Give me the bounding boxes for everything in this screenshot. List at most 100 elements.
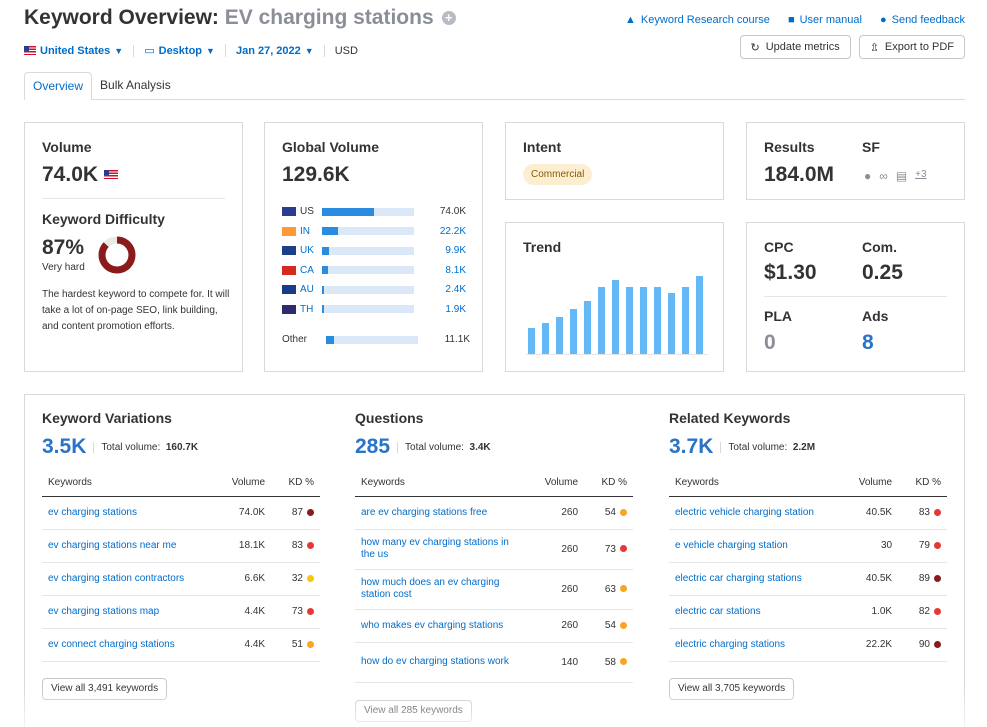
panel-total: Total volume: 160.7K xyxy=(93,441,198,453)
country-code[interactable]: AU xyxy=(300,284,314,296)
trend-bar xyxy=(668,293,675,354)
kd-dot-icon xyxy=(307,607,314,615)
view-all-button[interactable]: View all 3,705 keywords xyxy=(669,678,795,700)
table-row: ev charging station contractors 6.6K 32 xyxy=(42,562,320,596)
results-title: Results xyxy=(764,139,815,155)
tab-bulk-analysis[interactable]: Bulk Analysis xyxy=(100,78,171,92)
kd-dot-icon xyxy=(620,621,627,629)
divider xyxy=(764,296,947,297)
keyword-volume: 40.5K xyxy=(839,496,899,530)
ads-label: Ads xyxy=(862,308,889,324)
country-select[interactable]: United States ▼ xyxy=(24,44,135,57)
country-volume[interactable]: 2.4K xyxy=(445,284,466,296)
kd-dot-icon xyxy=(934,607,941,615)
send-feedback-link[interactable]: ● Send feedback xyxy=(880,14,965,26)
pla-value: 0 xyxy=(764,331,776,354)
col-volume: Volume xyxy=(212,470,272,497)
currency-label: USD xyxy=(335,45,368,57)
chevron-down-icon: ▼ xyxy=(304,45,314,56)
country-code[interactable]: UK xyxy=(300,245,314,257)
keyword-link[interactable]: ev connect charging stations xyxy=(42,628,212,662)
keyword-kd: 54 xyxy=(584,609,633,643)
view-all-button[interactable]: View all 3,491 keywords xyxy=(42,678,168,700)
keyword-volume: 6.6K xyxy=(212,562,272,596)
kd-value: 79 xyxy=(918,540,930,551)
kd-percent: 87% xyxy=(42,236,85,259)
country-code[interactable]: IN xyxy=(300,225,310,237)
keyword-link[interactable]: electric charging stations xyxy=(669,628,839,662)
panel-count[interactable]: 285 xyxy=(355,435,391,458)
keyword-link[interactable]: ev charging stations near me xyxy=(42,529,212,563)
document-icon: ▤ xyxy=(895,169,908,183)
keyword-link[interactable]: electric car stations xyxy=(669,595,839,629)
global-volume-value: 129.6K xyxy=(282,163,350,186)
cpc-value: $1.30 xyxy=(764,261,817,284)
trend-bar xyxy=(612,280,619,354)
country-volume[interactable]: 9.9K xyxy=(445,245,466,257)
panel-count[interactable]: 3.7K xyxy=(669,435,714,458)
keyword-link[interactable]: how much does an ev charging station cos… xyxy=(355,569,525,610)
country-volume[interactable]: 1.9K xyxy=(445,303,466,315)
global-volume-row: UK 9.9K xyxy=(282,241,466,261)
keyword-volume: 260 xyxy=(525,529,585,570)
in-flag-icon xyxy=(282,226,296,236)
keyword-link[interactable]: ev charging station contractors xyxy=(42,562,212,596)
country-volume[interactable]: 22.2K xyxy=(439,225,466,237)
sf-title: SF xyxy=(862,139,880,155)
keyword-link[interactable]: electric car charging stations xyxy=(669,562,839,596)
trend-bar xyxy=(696,276,703,354)
keyword-volume: 4.4K xyxy=(212,595,272,629)
kd-label: Very hard xyxy=(42,262,85,273)
date-select[interactable]: Jan 27, 2022 ▼ xyxy=(236,44,325,57)
keyword-research-course-link[interactable]: ▲ Keyword Research course xyxy=(625,14,770,26)
panel-title: Questions xyxy=(355,410,424,426)
country-code[interactable]: CA xyxy=(300,264,314,276)
country-volume[interactable]: 8.1K xyxy=(445,264,466,276)
ads-value[interactable]: 8 xyxy=(862,331,874,354)
kd-title: Keyword Difficulty xyxy=(42,211,165,227)
panel-total: Total volume: 3.4K xyxy=(397,441,491,453)
global-volume-other-row: Other 11.1K xyxy=(282,330,470,350)
keyword-link[interactable]: how do ev charging stations work xyxy=(355,642,525,683)
view-all-button[interactable]: View all 285 keywords xyxy=(355,700,472,722)
country-code[interactable]: TH xyxy=(300,303,314,315)
trend-bar xyxy=(570,309,577,354)
panel-count[interactable]: 3.5K xyxy=(42,435,87,458)
global-volume-row: US 74.0K xyxy=(282,202,466,222)
results-value: 184.0M xyxy=(764,163,835,186)
volume-bar xyxy=(322,246,414,255)
kd-value: 87 xyxy=(291,507,303,518)
keyword-link[interactable]: how many ev charging stations in the us xyxy=(355,529,525,570)
volume-bar-fill xyxy=(322,266,328,275)
keyword-volume: 140 xyxy=(525,642,585,683)
export-pdf-button[interactable]: ⇫ Export to PDF xyxy=(858,35,965,59)
add-keyword-icon[interactable]: + xyxy=(441,11,456,25)
keyword-link[interactable]: e vehicle charging station xyxy=(669,529,839,563)
col-keywords: Keywords xyxy=(42,470,212,497)
trend-bar xyxy=(528,328,535,354)
col-kd: KD % xyxy=(584,470,633,497)
keyword-link[interactable]: ev charging stations map xyxy=(42,595,212,629)
sf-more[interactable]: +3 xyxy=(915,169,927,180)
volume-bar-fill xyxy=(322,246,329,255)
kd-dot-icon xyxy=(934,508,941,516)
keyword-volume: 260 xyxy=(525,496,585,530)
volume-bar xyxy=(322,227,414,236)
keyword-link[interactable]: electric vehicle charging station xyxy=(669,496,839,530)
keyword-link[interactable]: ev charging stations xyxy=(42,496,212,530)
col-keywords: Keywords xyxy=(669,470,839,497)
country-label: United States xyxy=(40,44,111,57)
update-metrics-button[interactable]: ↻ Update metrics xyxy=(739,35,851,59)
keyword-link[interactable]: are ev charging stations free xyxy=(355,496,525,530)
tab-overview[interactable]: Overview xyxy=(24,72,93,100)
kd-value: 51 xyxy=(291,639,303,650)
keyword-panel: Questions 285 Total volume: 3.4K Keywords Vo… xyxy=(355,410,633,683)
panel-title: Keyword Variations xyxy=(42,410,172,426)
volume-bar xyxy=(322,266,414,275)
keyword-volume: 1.0K xyxy=(839,595,899,629)
keyword-link[interactable]: who makes ev charging stations xyxy=(355,609,525,643)
device-select[interactable]: ▭ Desktop ▼ xyxy=(144,44,226,57)
page-title: Keyword Overview: EV charging stations xyxy=(24,6,434,30)
global-volume-row: IN 22.2K xyxy=(282,222,466,242)
user-manual-link[interactable]: ■ User manual xyxy=(788,14,862,26)
